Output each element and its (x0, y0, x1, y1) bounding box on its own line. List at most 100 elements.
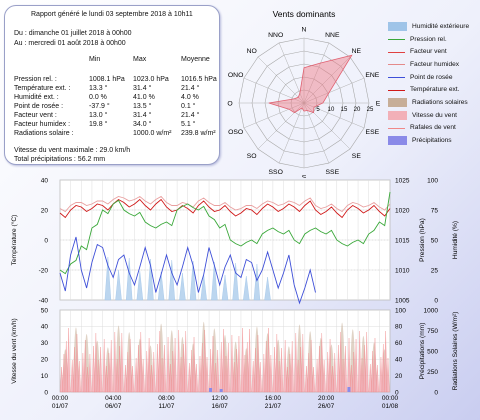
axis-tick-label: 10 (41, 373, 49, 380)
legend: Humidité extérieure Pression rel. Facteur … (388, 20, 480, 147)
legend-label: Précipitations (412, 137, 452, 145)
legend-label: Radiations solaires (412, 98, 468, 106)
legend-swatch (388, 89, 405, 91)
humidity-area (104, 256, 271, 301)
wind-frequency-polygon (268, 54, 353, 114)
stat-min: 1008.1 hPa (89, 76, 125, 83)
stat-avg: 5.1 ° (181, 121, 196, 128)
period-to: Au : mercredi 01 août 2018 à 00h00 (14, 40, 126, 47)
temperature-pressure-chart: -40 -20 0 20 40 1005 1010 1015 1020 1025 0 25 50 75 10… (10, 177, 459, 305)
direction-label: S (302, 175, 307, 179)
stat-max: 41.0 % (133, 94, 155, 101)
pressure-line (59, 191, 391, 275)
stat-avg: 239.8 w/m² (181, 130, 216, 137)
header-max: Max (133, 56, 147, 63)
x-tick-date: 16/07 (212, 403, 229, 410)
legend-swatch (388, 21, 407, 31)
axis-tick-label: 50 (41, 307, 49, 314)
wind-speed-area (59, 327, 390, 393)
stat-label: Humidité ext. : (14, 94, 59, 101)
axis-tick-label: 100 (427, 177, 438, 184)
precipitation-bar (219, 389, 223, 392)
axis-tick-label: 0 (434, 297, 438, 304)
direction-label: ESE (366, 129, 380, 136)
legend-swatch (388, 136, 407, 146)
report-title: Rapport généré le lundi 03 septembre 201… (31, 11, 193, 18)
legend-swatch (388, 77, 405, 79)
x-tick-date: 26/07 (318, 403, 335, 410)
legend-item: Précipitations (388, 134, 480, 147)
x-tick-date: 01/08 (382, 403, 399, 410)
axis-tick-label: -40 (39, 297, 49, 304)
legend-swatch (388, 64, 405, 66)
legend-item: Facteur humidex (388, 58, 480, 71)
radar-tick-label: 5 (316, 107, 320, 113)
stat-label: Température ext. : (14, 85, 71, 92)
axis-tick-label: 40 (395, 357, 403, 364)
axis-tick-label: 1005 (395, 297, 410, 304)
legend-swatch (388, 110, 407, 120)
max-wind: Vitesse du vent maximale : 29.0 km/h (14, 147, 131, 154)
direction-label: SO (247, 153, 257, 160)
header-avg: Moyenne (181, 56, 210, 63)
legend-label: Vitesse du vent (412, 111, 457, 119)
legend-item: Température ext. (388, 83, 480, 96)
axis-title: Pression (hPa) (419, 218, 426, 262)
legend-swatch (388, 127, 405, 129)
radar-spoke (303, 77, 365, 104)
axis-tick-label: 1010 (395, 267, 410, 274)
axis-tick-label: 250 (427, 369, 438, 376)
wind-rose-chart: Vents dominants N NNE NE ENE E ESE SE SSE S SSO SO… (227, 9, 380, 179)
axis-tick-label: 30 (41, 340, 49, 347)
x-tick-date: 01/07 (52, 403, 69, 410)
x-tick-date: 06/07 (105, 403, 122, 410)
stat-max: 34.0 ° (133, 121, 152, 128)
legend-item: Facteur vent (388, 45, 480, 58)
direction-label: ENE (365, 72, 379, 79)
radar-spoke (257, 102, 305, 150)
direction-label: NO (247, 48, 257, 55)
legend-label: Température ext. (410, 86, 460, 94)
radar-tick-label: 25 (367, 107, 374, 113)
stat-label: Pression rel. : (14, 76, 57, 83)
precipitation-bar (209, 388, 213, 392)
axis-tick-label: 500 (427, 348, 438, 355)
radar-tick-label: 20 (354, 107, 361, 113)
axis-tick-label: 20 (395, 373, 403, 380)
axis-title: Précipitations (mm) (419, 323, 426, 380)
axis-tick-label: 60 (395, 340, 403, 347)
legend-swatch (388, 51, 405, 53)
axis-tick-label: 1000 (424, 307, 439, 314)
axis-tick-label: 0 (44, 237, 48, 244)
axis-tick-label: 50 (431, 237, 439, 244)
legend-item: Point de rosée (388, 71, 480, 84)
axis-tick-label: 100 (395, 307, 406, 314)
stat-avg: 21.4 ° (181, 85, 200, 92)
radar-spoke (303, 102, 330, 164)
direction-label: NNO (268, 32, 283, 39)
stat-max: 1023.0 hPa (133, 76, 169, 83)
axis-tick-label: 20 (41, 207, 49, 214)
precipitation-bar (347, 387, 351, 392)
axis-tick-label: 75 (431, 207, 439, 214)
stat-min: 19.8 ° (89, 121, 108, 128)
axis-title: Radiations Solaires (W/m²) (452, 312, 459, 391)
axis-tick-label: 1025 (395, 177, 410, 184)
x-tick-time: 16:00 (265, 395, 282, 402)
axis-title: Vitesse du vent (km/h) (11, 318, 18, 383)
axis-tick-label: 0 (395, 389, 399, 396)
x-tick-time: 00:00 (382, 395, 399, 402)
axis-title: Température (°C) (10, 215, 18, 266)
direction-label: OSO (228, 129, 243, 136)
legend-label: Rafales de vent (410, 124, 456, 132)
stat-min: -37.9 ° (89, 103, 110, 110)
axis-tick-label: 0 (44, 389, 48, 396)
humidex-line (59, 195, 391, 213)
stat-label: Radiations solaire : (14, 130, 74, 137)
legend-swatch (388, 97, 407, 107)
wind-rose-title: Vents dominants (273, 9, 336, 19)
legend-item: Rafales de vent (388, 122, 480, 135)
axis-tick-label: 1020 (395, 207, 410, 214)
stat-avg: 0.1 ° (181, 103, 196, 110)
radar-spoke (303, 42, 330, 104)
